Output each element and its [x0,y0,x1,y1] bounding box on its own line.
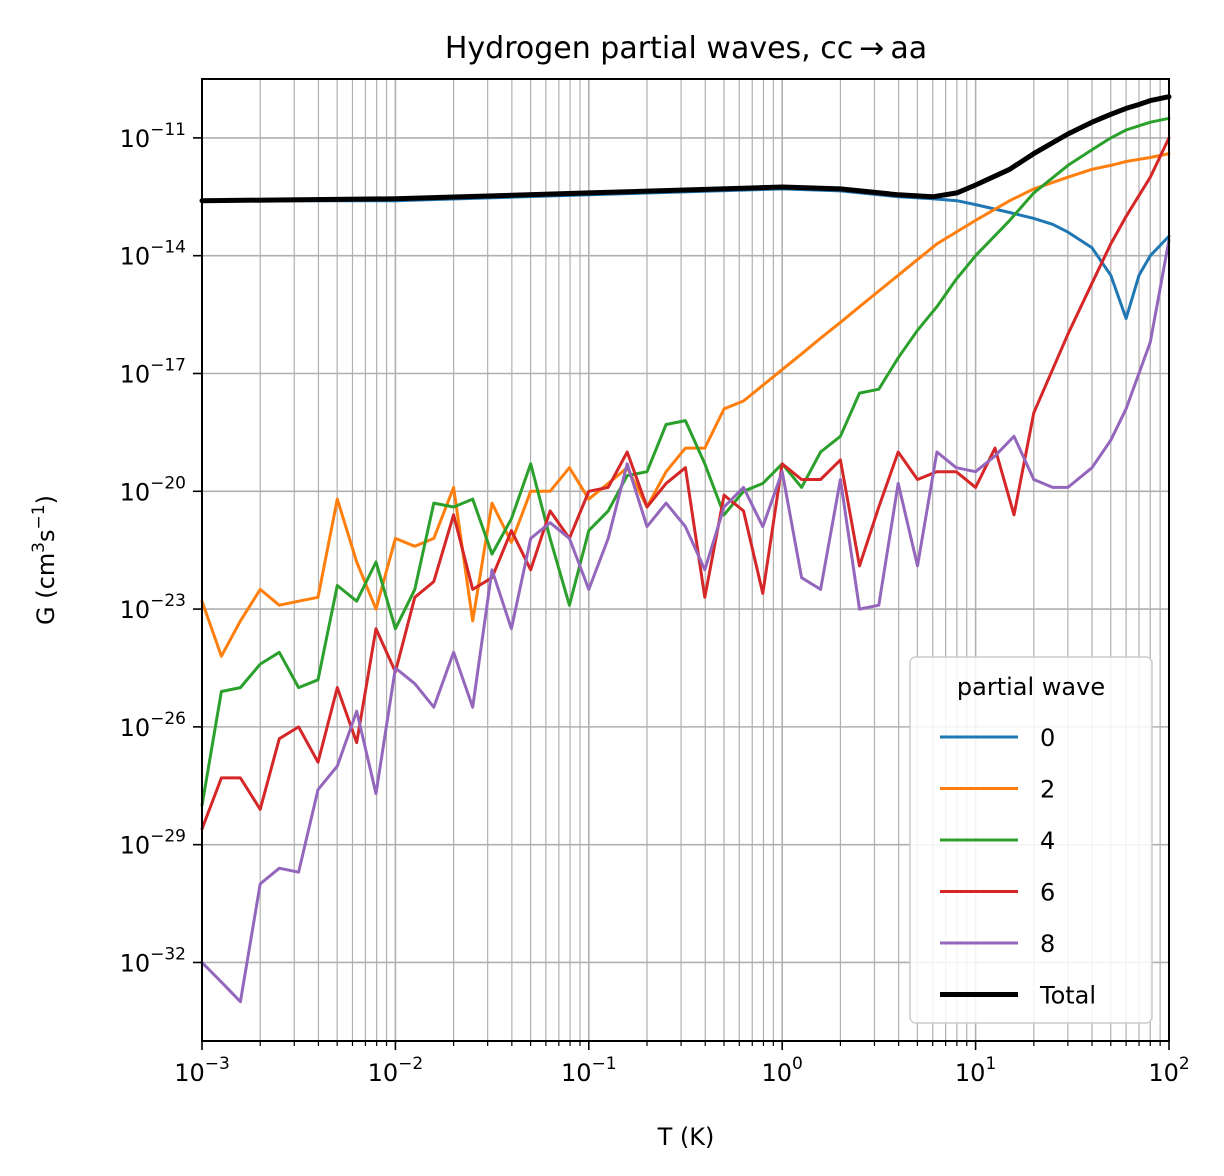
x-tick-label: 10−1 [561,1054,617,1087]
x-tick-labels: 10−3 10−2 10−1 100 101 102 [174,1054,1189,1087]
y-tick-base: 10 [120,596,151,624]
y-tick-label: 10−14 [120,238,186,271]
series-line-8 [200,238,1171,1004]
x-axis-label: T (K) [657,1123,715,1151]
y-axis-label: G (cm3s−1) [29,495,60,625]
y-tick-base: 10 [120,360,151,388]
x-tick-base: 10 [368,1059,399,1087]
y-tick-label: 10−29 [120,827,186,860]
y-tick-base: 10 [120,243,151,271]
series-lines [199,94,1172,1004]
legend-box [909,656,1153,1024]
legend-label-0: 0 [1040,724,1055,752]
y-tick-base: 10 [120,478,151,506]
y-label-mid: s [32,529,60,542]
legend: partial wave 0 2 4 6 8 Total [909,656,1153,1024]
plot-frame [201,78,1170,1042]
x-tick-exponent: 2 [1179,1054,1190,1074]
legend-label-4: 4 [1040,827,1055,855]
x-tick-exponent: 1 [985,1054,996,1074]
y-tick-base: 10 [120,832,151,860]
x-tick-label: 10−3 [174,1054,230,1087]
y-tick-label: 10−26 [120,709,186,742]
legend-title: partial wave [957,673,1105,701]
x-tick-base: 10 [955,1059,986,1087]
x-tick-label: 100 [762,1054,803,1087]
x-tick-exponent: 0 [792,1054,803,1074]
series-line-2 [200,152,1171,658]
y-tick-exponent: −17 [150,355,186,375]
series-line-4 [200,116,1171,807]
x-tick-base: 10 [174,1059,205,1087]
x-tick-base: 10 [561,1059,592,1087]
y-tick-base: 10 [120,949,151,977]
y-tick-exponent: −20 [150,473,186,493]
legend-items: 0 2 4 6 8 Total [940,724,1096,1010]
y-tick-exponent: −23 [150,591,186,611]
y-tick-label: 10−32 [120,944,186,977]
y-tick-label: 10−20 [120,473,186,506]
legend-label-6: 6 [1040,879,1055,907]
y-tick-label: 10−11 [120,120,186,153]
y-label-base: G (cm [32,553,60,625]
ticks [193,137,1170,1050]
x-tick-base: 10 [1148,1059,1179,1087]
y-tick-exponent: −11 [150,120,186,140]
legend-label-2: 2 [1040,776,1055,804]
y-tick-base: 10 [120,125,151,153]
chart-title: Hydrogen partial waves, cc → aa [445,31,927,66]
y-label-sup2: −1 [29,504,49,529]
y-tick-exponent: −26 [150,709,186,729]
x-tick-base: 10 [762,1059,793,1087]
x-tick-exponent: −2 [398,1054,423,1074]
legend-label-8: 8 [1040,930,1055,958]
series-line-total [199,94,1172,204]
x-tick-exponent: −3 [205,1054,230,1074]
x-tick-label: 101 [955,1054,996,1087]
x-tick-label: 102 [1148,1054,1189,1087]
y-tick-exponent: −14 [150,238,186,258]
y-tick-exponent: −29 [150,827,186,847]
x-tick-label: 10−2 [368,1054,424,1087]
legend-label-total: Total [1039,982,1096,1010]
y-tick-label: 10−23 [120,591,186,624]
y-label-end: ) [32,495,60,504]
x-tick-exponent: −1 [592,1054,617,1074]
y-tick-base: 10 [120,714,151,742]
y-tick-label: 10−17 [120,355,186,388]
y-label-sup1: 3 [29,542,49,553]
y-tick-exponent: −32 [150,944,186,964]
